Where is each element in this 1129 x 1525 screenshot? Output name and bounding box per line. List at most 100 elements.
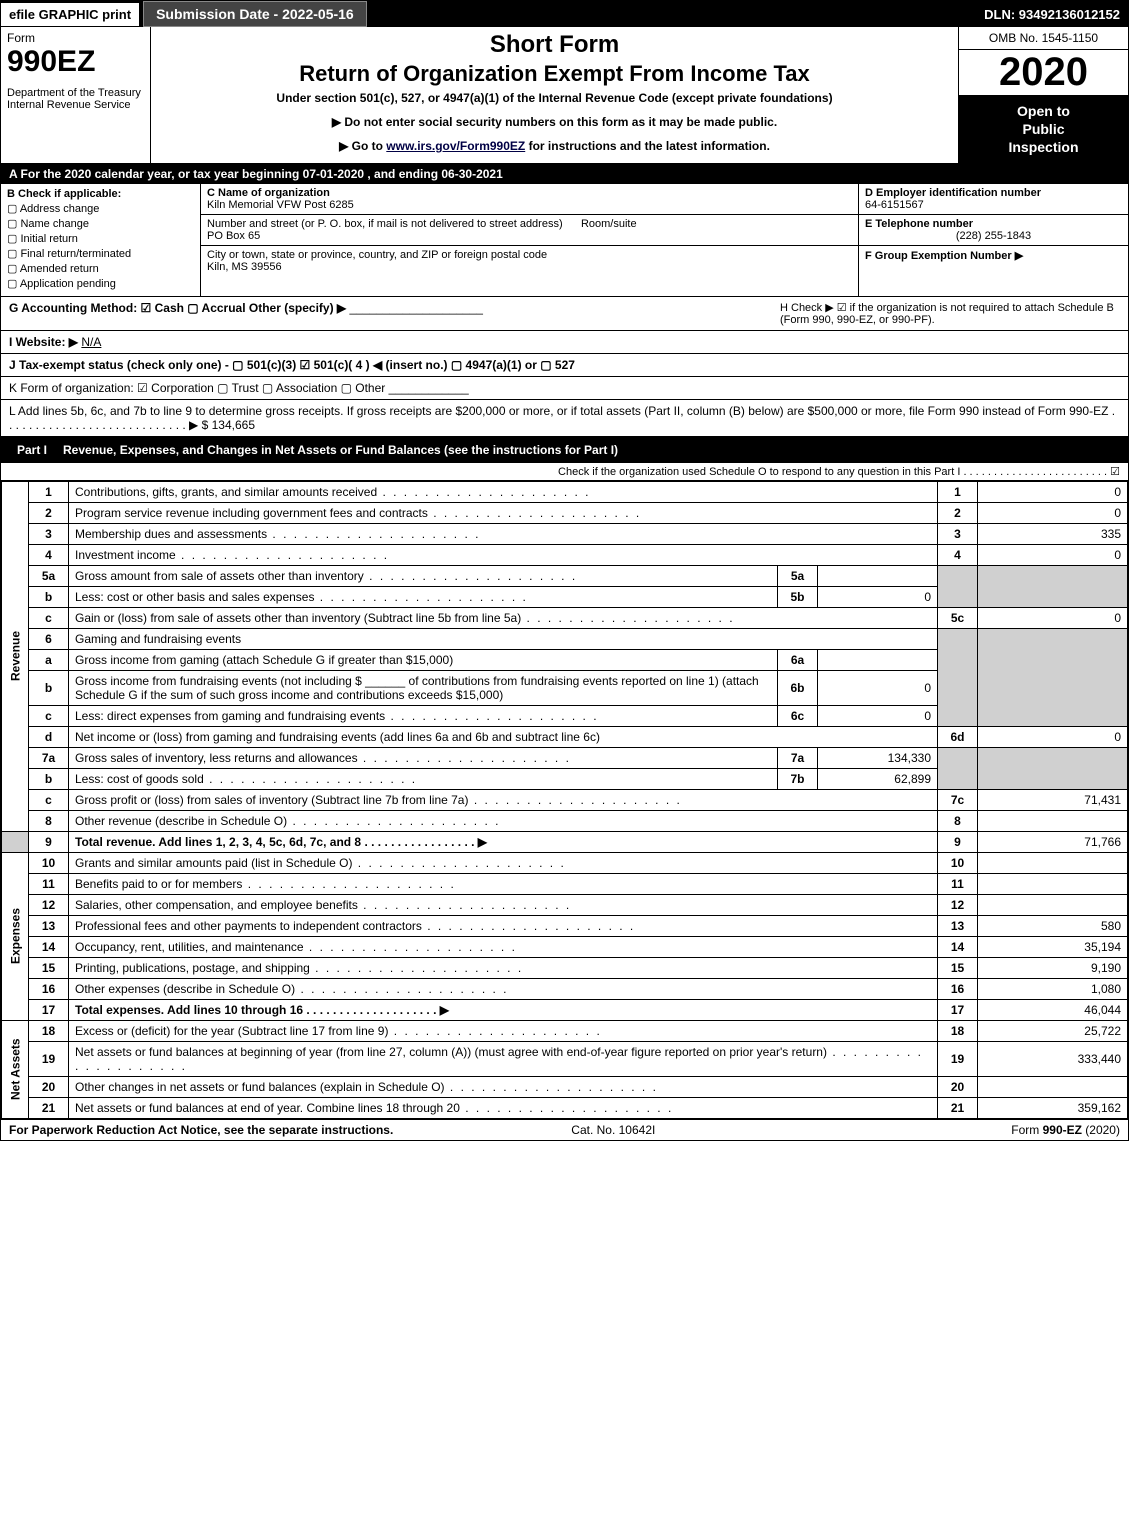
line4-amt: 0 (978, 544, 1128, 565)
line11-text: Benefits paid to or for members (69, 873, 938, 894)
rev-spacer (2, 831, 29, 852)
org-name: Kiln Memorial VFW Post 6285 (207, 199, 354, 211)
line6d-text: Net income or (loss) from gaming and fun… (69, 726, 938, 747)
check-initial-return[interactable]: Initial return (7, 232, 194, 245)
inspection-3: Inspection (963, 138, 1124, 156)
line3-text: Membership dues and assessments (69, 523, 938, 544)
line9-col: 9 (938, 831, 978, 852)
line6-text: Gaming and fundraising events (69, 628, 938, 649)
form-label: Form (7, 31, 144, 45)
line14-num: 14 (29, 936, 69, 957)
i-value: N/A (81, 335, 101, 349)
goto-post: for instructions and the latest informat… (525, 139, 770, 153)
line16-text: Other expenses (describe in Schedule O) (69, 978, 938, 999)
line6d-amt: 0 (978, 726, 1128, 747)
line12-text: Salaries, other compensation, and employ… (69, 894, 938, 915)
top-bar: efile GRAPHIC print Submission Date - 20… (1, 1, 1128, 27)
part1-check: Check if the organization used Schedule … (1, 463, 1128, 481)
line11-num: 11 (29, 873, 69, 894)
footer-form: 990-EZ (1043, 1123, 1082, 1137)
line10-col: 10 (938, 852, 978, 873)
g-text: G Accounting Method: ☑ Cash ▢ Accrual Ot… (9, 301, 346, 315)
line1-amt: 0 (978, 481, 1128, 502)
line10-num: 10 (29, 852, 69, 873)
line4-num: 4 (29, 544, 69, 565)
line7b-num: b (29, 768, 69, 789)
e-label: E Telephone number (865, 218, 973, 230)
line13-num: 13 (29, 915, 69, 936)
dept-irs: Internal Revenue Service (7, 99, 144, 111)
line2-text: Program service revenue including govern… (69, 502, 938, 523)
line15-col: 15 (938, 957, 978, 978)
line17-col: 17 (938, 999, 978, 1020)
notice-ssn: ▶ Do not enter social security numbers o… (159, 115, 950, 129)
box-b: B Check if applicable: Address change Na… (1, 184, 201, 296)
line16-amt: 1,080 (978, 978, 1128, 999)
line5b-inum: 5b (778, 586, 818, 607)
phone-row: E Telephone number (228) 255-1843 (859, 215, 1128, 246)
line7b-inum: 7b (778, 768, 818, 789)
line12-num: 12 (29, 894, 69, 915)
line7a-iamt: 134,330 (818, 747, 938, 768)
line2-num: 2 (29, 502, 69, 523)
line5a-iamt (818, 565, 938, 586)
address-value: PO Box 65 (207, 230, 260, 242)
part1-header: Part I Revenue, Expenses, and Changes in… (1, 437, 1128, 463)
row-l: L Add lines 5b, 6c, and 7b to line 9 to … (1, 400, 1128, 437)
line18-amt: 25,722 (978, 1020, 1128, 1041)
check-application-pending[interactable]: Application pending (7, 277, 194, 290)
line7a-inum: 7a (778, 747, 818, 768)
line8-text: Other revenue (describe in Schedule O) (69, 810, 938, 831)
inspection-1: Open to (963, 102, 1124, 120)
line16-col: 16 (938, 978, 978, 999)
return-title: Return of Organization Exempt From Incom… (159, 61, 950, 87)
row-k: K Form of organization: ☑ Corporation ▢ … (1, 377, 1128, 400)
dept-treasury: Department of the Treasury (7, 87, 144, 99)
line6c-text: Less: direct expenses from gaming and fu… (69, 705, 778, 726)
line19-num: 19 (29, 1041, 69, 1076)
tax-year: 2020 (959, 50, 1128, 96)
line4-text: Investment income (69, 544, 938, 565)
line20-amt (978, 1076, 1128, 1097)
line1-num: 1 (29, 481, 69, 502)
check-final-return[interactable]: Final return/terminated (7, 247, 194, 260)
line13-col: 13 (938, 915, 978, 936)
header-right: OMB No. 1545-1150 2020 Open to Public In… (958, 27, 1128, 163)
line14-amt: 35,194 (978, 936, 1128, 957)
check-name-change[interactable]: Name change (7, 217, 194, 230)
address-row: Number and street (or P. O. box, if mail… (201, 215, 858, 246)
k-text: K Form of organization: ☑ Corporation ▢ … (9, 381, 385, 395)
line17-amt: 46,044 (978, 999, 1128, 1020)
inspection-box: Open to Public Inspection (959, 96, 1128, 163)
footer-left: For Paperwork Reduction Act Notice, see … (9, 1123, 393, 1137)
line2-col: 2 (938, 502, 978, 523)
line11-col: 11 (938, 873, 978, 894)
ein-row: D Employer identification number 64-6151… (859, 184, 1128, 215)
l-text: L Add lines 5b, 6c, and 7b to line 9 to … (9, 404, 1115, 432)
line5ab-shade2 (978, 565, 1128, 607)
line8-num: 8 (29, 810, 69, 831)
line11-amt (978, 873, 1128, 894)
org-name-row: C Name of organization Kiln Memorial VFW… (201, 184, 858, 215)
line6c-inum: 6c (778, 705, 818, 726)
city-value: Kiln, MS 39556 (207, 261, 282, 273)
line17-num: 17 (29, 999, 69, 1020)
line3-num: 3 (29, 523, 69, 544)
row-i: I Website: ▶ N/A (1, 331, 1128, 354)
ein-value: 64-6151567 (865, 199, 924, 211)
line6c-num: c (29, 705, 69, 726)
line21-num: 21 (29, 1097, 69, 1118)
line9-amt: 71,766 (978, 831, 1128, 852)
irs-link[interactable]: www.irs.gov/Form990EZ (386, 139, 525, 153)
line21-amt: 359,162 (978, 1097, 1128, 1118)
check-amended-return[interactable]: Amended return (7, 262, 194, 275)
line12-amt (978, 894, 1128, 915)
line13-amt: 580 (978, 915, 1128, 936)
check-address-change[interactable]: Address change (7, 202, 194, 215)
line7c-text: Gross profit or (loss) from sales of inv… (69, 789, 938, 810)
line3-amt: 335 (978, 523, 1128, 544)
line5a-text: Gross amount from sale of assets other t… (69, 565, 778, 586)
line5c-text: Gain or (loss) from sale of assets other… (69, 607, 938, 628)
efile-print-label[interactable]: efile GRAPHIC print (1, 3, 139, 26)
line6d-num: d (29, 726, 69, 747)
